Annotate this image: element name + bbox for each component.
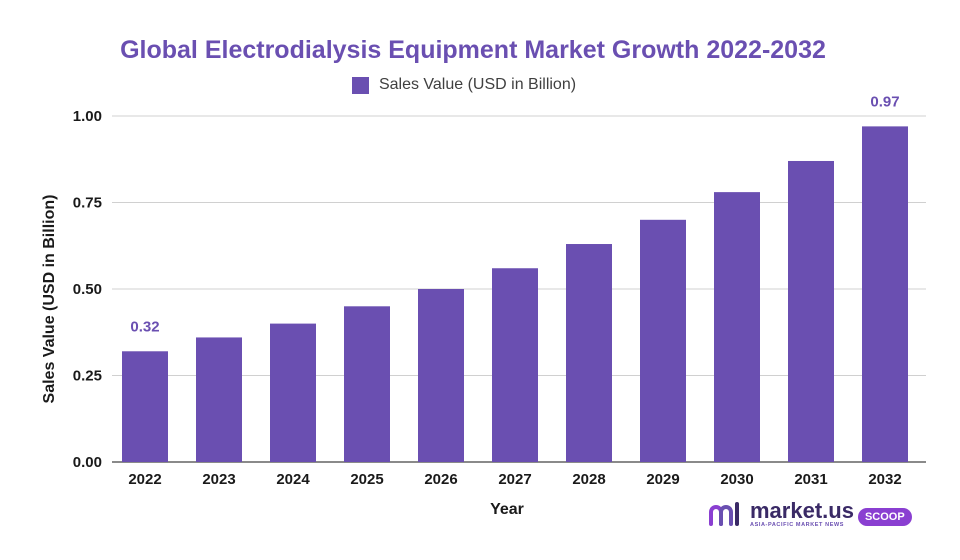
bar: [640, 219, 686, 462]
bar: [270, 323, 316, 462]
brand-badge: SCOOP: [857, 508, 912, 526]
x-tick-label: 2030: [720, 471, 753, 488]
y-tick-label: 0.25: [73, 368, 102, 385]
chart-title: Global Electrodialysis Equipment Market …: [120, 36, 826, 64]
x-tick-label: 2027: [498, 471, 531, 488]
data-label: 0.32: [130, 318, 159, 335]
y-tick-label: 1.00: [73, 108, 102, 125]
bar: [418, 289, 464, 462]
bar: [788, 160, 834, 463]
x-tick-label: 2026: [424, 471, 457, 488]
bar: [344, 306, 390, 462]
legend-swatch: [351, 76, 369, 94]
brand-watermark: market.us ASIA-PACIFIC MARKET NEWS SCOOP: [708, 500, 912, 528]
bar: [862, 126, 908, 462]
bar: [492, 268, 538, 462]
bar: [196, 337, 242, 462]
y-tick-label: 0.75: [73, 195, 102, 212]
x-tick-label: 2031: [794, 471, 827, 488]
bar: [122, 351, 168, 462]
brand-subtitle: ASIA-PACIFIC MARKET NEWS: [750, 522, 845, 528]
x-tick-label: 2028: [572, 471, 605, 488]
x-tick-label: 2032: [868, 471, 901, 488]
brand-name: market.us: [750, 498, 854, 523]
legend: Sales Value (USD in Billion): [0, 76, 928, 94]
x-tick-label: 2022: [128, 471, 161, 488]
x-tick-label: 2029: [646, 471, 679, 488]
bar: [714, 192, 760, 462]
x-tick-label: 2024: [276, 471, 310, 488]
x-tick-label: 2025: [350, 471, 383, 488]
y-tick-label: 0.50: [73, 281, 102, 298]
y-axis-title: Sales Value (USD in Billion): [41, 195, 58, 404]
bar: [566, 244, 612, 462]
legend-label: Sales Value (USD in Billion): [378, 76, 577, 93]
y-tick-label: 0.00: [73, 454, 102, 471]
x-tick-label: 2023: [202, 471, 235, 488]
x-axis-title: Year: [490, 501, 524, 518]
data-label: 0.97: [870, 93, 899, 110]
market-us-logo-icon: [709, 502, 739, 526]
